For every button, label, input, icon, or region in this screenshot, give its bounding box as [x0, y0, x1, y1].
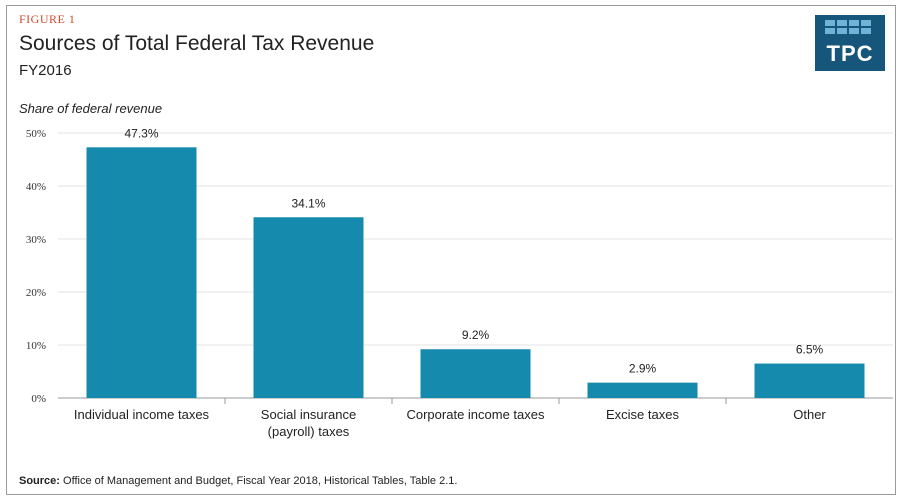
bar-chart: 0% 10% 20% 30% 40% 50% 47.3% Individual income …: [26, 126, 893, 439]
x-tick-label: Corporate income taxes: [406, 407, 545, 422]
data-label: 6.5%: [796, 343, 824, 357]
logo-grid-icon: [825, 20, 871, 34]
x-tick-label: (payroll) taxes: [268, 424, 350, 439]
bar: [86, 147, 197, 398]
y-tick-label: 20%: [26, 287, 46, 299]
figure-label: FIGURE 1: [19, 12, 76, 26]
bar: [420, 349, 531, 398]
y-tick-label: 30%: [26, 234, 46, 246]
bar: [754, 363, 865, 398]
x-tick-label: Other: [793, 407, 826, 422]
x-tick-label: Individual income taxes: [74, 407, 210, 422]
x-tick-label: Excise taxes: [606, 407, 679, 422]
bar: [253, 217, 364, 398]
y-tick-label: 10%: [26, 340, 46, 352]
y-axis-label: Share of federal revenue: [19, 101, 163, 116]
logo-text: TPC: [826, 41, 874, 66]
data-label: 47.3%: [124, 126, 158, 140]
chart-title: Sources of Total Federal Tax Revenue: [19, 32, 375, 55]
y-tick-label: 40%: [26, 181, 46, 193]
source-note: Source: Office of Management and Budget,…: [19, 475, 457, 487]
y-tick-label: 50%: [26, 128, 46, 140]
bar: [587, 382, 698, 398]
source-text: Office of Management and Budget, Fiscal …: [63, 475, 458, 487]
data-label: 9.2%: [462, 328, 490, 342]
y-tick-label: 0%: [31, 393, 46, 405]
data-label: 34.1%: [291, 196, 325, 210]
tpc-logo: TPC: [815, 15, 885, 71]
x-tick-label: Social insurance: [261, 407, 356, 422]
data-label: 2.9%: [629, 362, 657, 376]
chart-subtitle: FY2016: [19, 62, 72, 79]
source-label: Source:: [19, 475, 60, 487]
